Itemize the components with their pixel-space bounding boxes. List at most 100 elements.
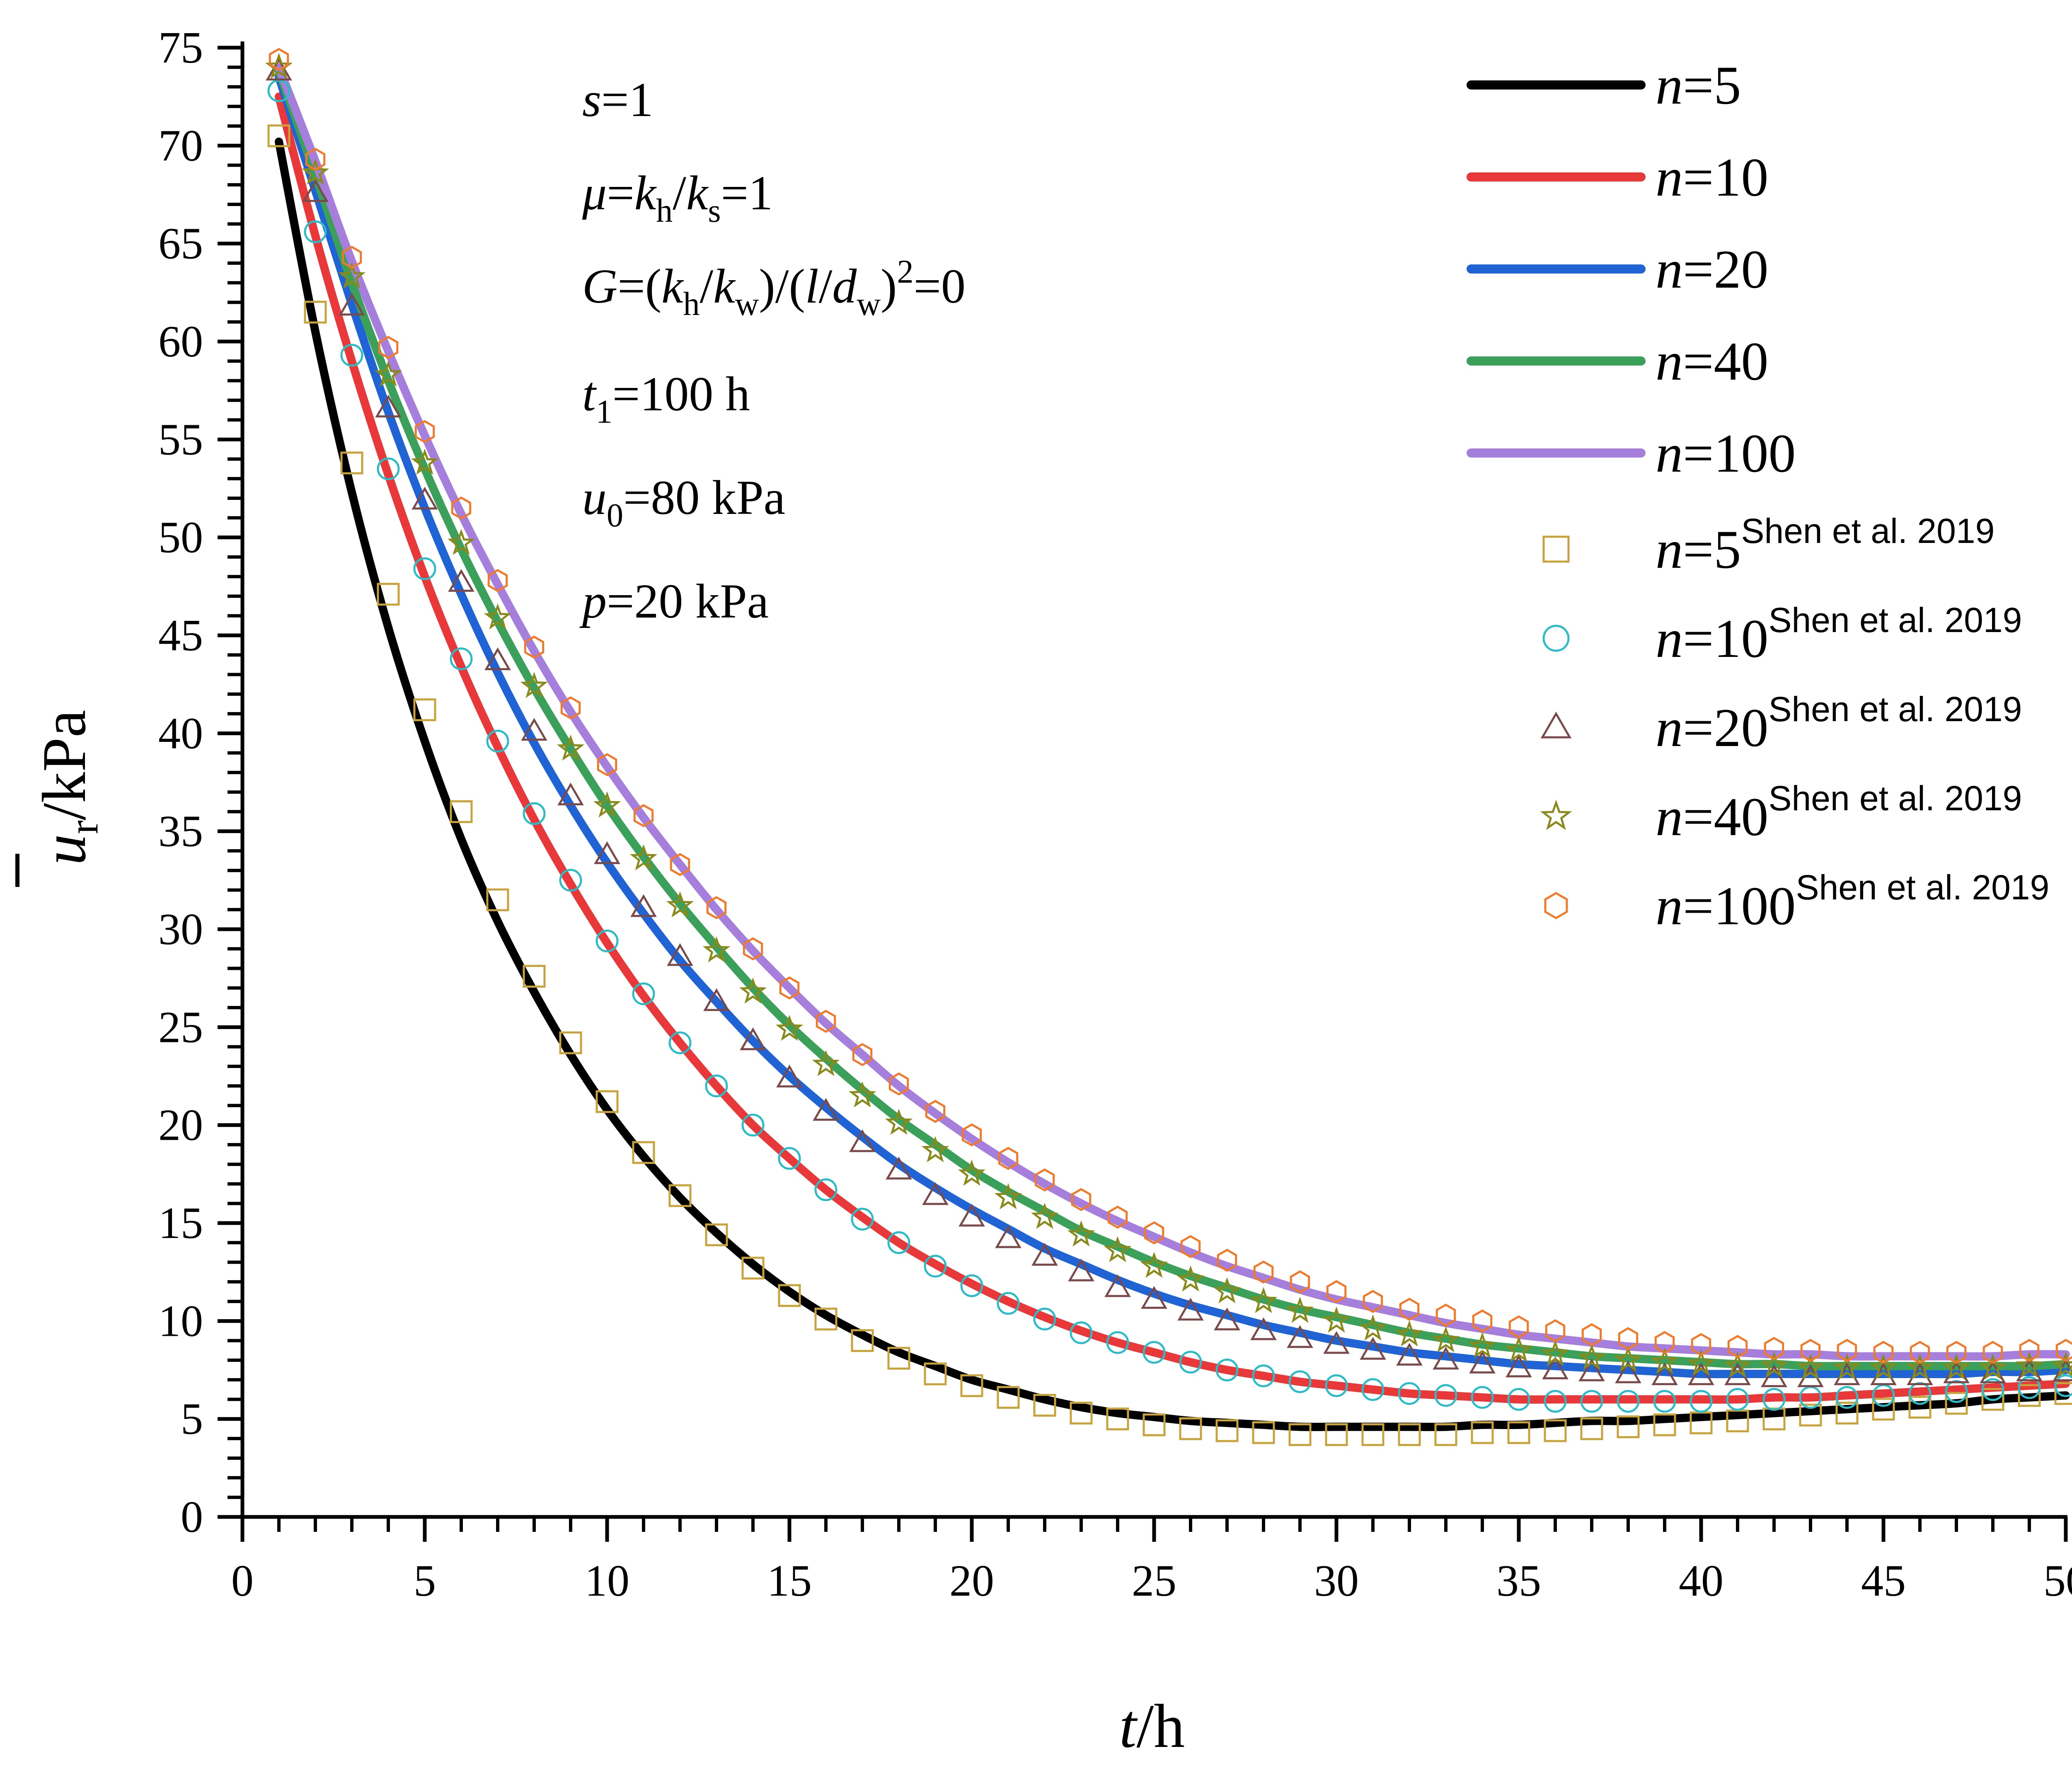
- legend-marker-n5: [1542, 535, 1570, 563]
- data-point-n20-triangle: [776, 1064, 803, 1088]
- annotation-G-part: l: [805, 259, 819, 313]
- legend-label-var: n: [1656, 697, 1683, 758]
- data-point-n10-circle: [705, 1074, 728, 1097]
- data-point-n40-star: [1468, 1332, 1496, 1358]
- data-point-n10-circle: [668, 1031, 692, 1054]
- legend-label-value: =10: [1683, 147, 1768, 208]
- data-point-n5-square: [450, 800, 473, 823]
- data-point-n20-triangle: [1651, 1362, 1678, 1386]
- y-tick-label: 45: [158, 611, 203, 660]
- data-point-n20-triangle: [448, 569, 474, 592]
- y-tick-label: 75: [158, 23, 203, 73]
- data-point-n100-hexagon: [560, 696, 581, 719]
- data-point-n10-circle: [377, 457, 400, 480]
- data-point-n5-square: [304, 300, 327, 324]
- y-tick-label: 55: [158, 415, 203, 464]
- data-point-n5-square: [1835, 1401, 1859, 1424]
- y-tick-label: 5: [181, 1395, 203, 1444]
- data-point-n10-circle: [1507, 1388, 1530, 1411]
- data-point-n10-circle: [486, 729, 509, 753]
- annotation-mu-part: h: [656, 193, 673, 229]
- x-tick-label: 35: [1496, 1556, 1541, 1606]
- data-point-n10-circle: [1361, 1378, 1385, 1401]
- data-point-n40-star: [593, 791, 621, 818]
- data-point-n10-circle: [887, 1231, 910, 1254]
- annotation-G-part: G: [582, 259, 617, 313]
- data-point-n100-hexagon: [1581, 1323, 1602, 1347]
- marker-series-n100: [269, 48, 2072, 1364]
- legend-label-var: n: [1656, 423, 1683, 484]
- data-point-n5-square: [559, 1031, 582, 1054]
- data-point-n10-circle: [997, 1292, 1020, 1315]
- data-point-n20-triangle: [1323, 1331, 1350, 1354]
- legend-label-value: =100: [1683, 423, 1796, 484]
- annotation-G-part: =(: [617, 259, 661, 313]
- data-point-n100-hexagon: [524, 635, 545, 659]
- annotation-s-part: =1: [601, 73, 654, 127]
- data-point-n10-circle: [1653, 1390, 1676, 1413]
- data-point-n100-hexagon: [1326, 1280, 1347, 1303]
- annotation-G-part: d: [832, 259, 857, 313]
- data-point-n10-circle: [778, 1147, 801, 1170]
- annotation-u0-part: u: [582, 470, 607, 525]
- x-tick-label: 0: [231, 1556, 254, 1606]
- legend-label-ref-n40: n=40Shen et al. 2019: [1656, 779, 2022, 847]
- annotation-mu-part: μ: [582, 166, 607, 220]
- data-point-n5-square: [267, 124, 290, 148]
- data-point-n100-hexagon: [1363, 1290, 1383, 1313]
- x-axis-title-unit: /h: [1137, 1692, 1185, 1761]
- annotation-p-part: =20 kPa: [607, 574, 769, 628]
- data-point-n5-square: [1143, 1413, 1166, 1437]
- data-point-n40-star: [1578, 1344, 1606, 1370]
- data-point-n5-square: [705, 1223, 728, 1246]
- data-point-n100-hexagon: [1982, 1341, 2003, 1364]
- data-point-n40-star: [1906, 1353, 1934, 1380]
- data-point-n40-star: [994, 1183, 1022, 1209]
- data-point-n40-star: [1869, 1353, 1898, 1380]
- data-point-n10-circle: [1143, 1341, 1166, 1364]
- data-point-n5-square: [1288, 1423, 1312, 1446]
- data-point-n40-star: [1541, 1340, 1569, 1366]
- data-point-n10-circle: [741, 1114, 765, 1137]
- data-point-n40-star: [1176, 1265, 1205, 1292]
- marker-series-n40: [265, 53, 2072, 1380]
- series-markers: [265, 48, 2072, 1446]
- data-point-n10-circle: [2018, 1376, 2041, 1399]
- data-point-n40-star: [812, 1050, 840, 1076]
- annotation-G-part: w: [735, 286, 759, 322]
- data-point-n40-star: [1067, 1220, 1095, 1247]
- annotation-t1-part: t: [582, 367, 597, 421]
- data-point-n5-square: [1398, 1423, 1421, 1446]
- data-point-n5-square: [1872, 1398, 1895, 1421]
- data-point-n10-circle: [559, 869, 582, 892]
- data-point-n100-hexagon: [1545, 1319, 1566, 1342]
- data-point-n5-square: [997, 1386, 1020, 1409]
- data-point-n100-hexagon: [1764, 1337, 1784, 1360]
- data-point-n10-circle: [1544, 1390, 1567, 1413]
- data-point-n20-triangle: [339, 293, 365, 316]
- data-point-n100-hexagon: [341, 245, 362, 269]
- data-point-n5-square: [1434, 1423, 1457, 1446]
- data-point-n40-star: [1104, 1236, 1132, 1262]
- data-point-n10-circle: [340, 344, 363, 367]
- series-line-n20: [275, 73, 2070, 1378]
- data-point-n10-circle: [1835, 1386, 1859, 1409]
- data-point-n40-star: [1505, 1336, 1533, 1362]
- data-point-n40-star: [775, 1015, 804, 1041]
- data-point-n20-triangle: [594, 841, 620, 864]
- x-tick-label: 45: [1861, 1556, 1906, 1606]
- data-point-n100-hexagon: [1253, 1260, 1274, 1284]
- legend-label-ref-n5: n=5Shen et al. 2019: [1656, 511, 1995, 580]
- data-point-n100-hexagon: [888, 1072, 909, 1096]
- legend-label-n20: n=20: [1656, 239, 1768, 300]
- data-point-n10-circle: [1471, 1386, 1494, 1409]
- data-point-n40-star: [1286, 1296, 1314, 1323]
- x-tick-label: 15: [767, 1556, 812, 1606]
- data-point-n10-circle: [851, 1208, 874, 1231]
- data-point-n5-square: [1726, 1409, 1749, 1432]
- legend-label-ref-n100: n=100Shen et al. 2019: [1656, 868, 2049, 936]
- data-point-n100-hexagon: [633, 804, 654, 827]
- data-point-n10-circle: [924, 1255, 947, 1278]
- legend-label-n100: n=100: [1656, 423, 1796, 484]
- data-point-n10-circle: [304, 220, 327, 243]
